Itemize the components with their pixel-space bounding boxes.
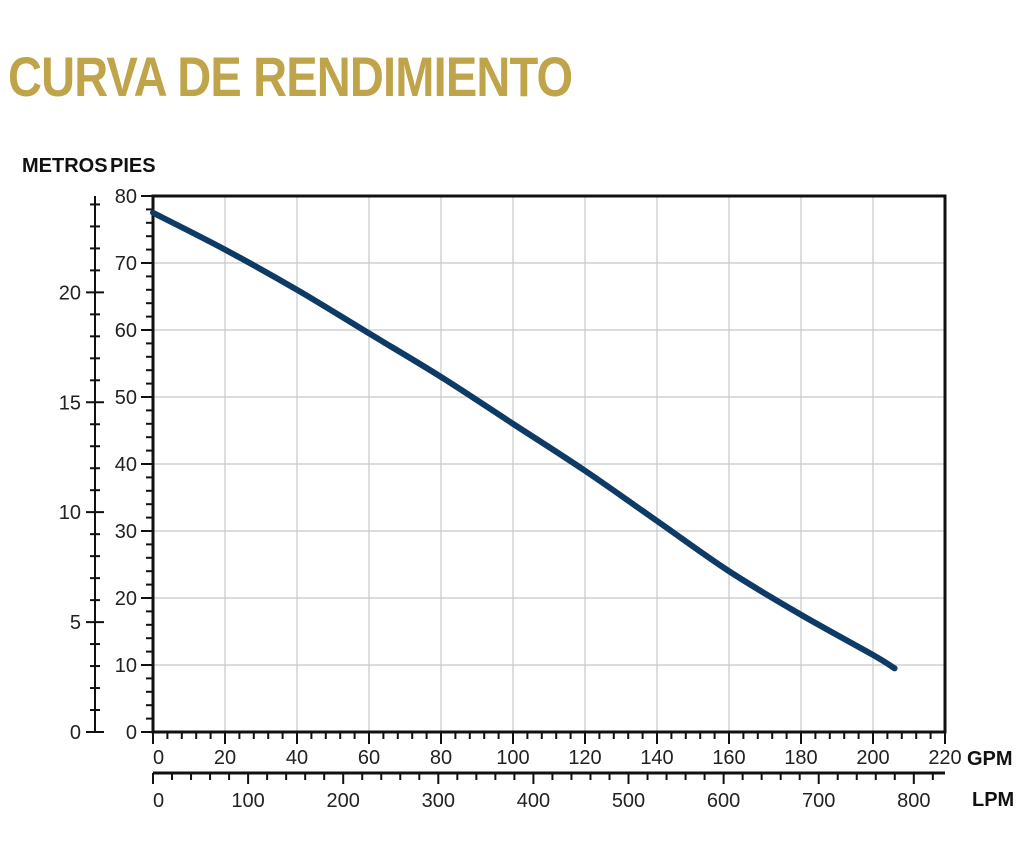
grid-lines — [153, 196, 945, 732]
gpm-axis-label: GPM — [967, 748, 1013, 770]
pies-axis: 0 10 20 30 40 50 60 70 80 — [115, 186, 153, 744]
series-layer — [150, 209, 898, 672]
metros-tick-label: 0 — [70, 722, 81, 744]
pies-tick-label: 60 — [115, 320, 137, 342]
gpm-tick-label: 200 — [856, 747, 889, 769]
pies-tick-label: 0 — [126, 722, 137, 744]
pies-tick-label: 20 — [115, 588, 137, 610]
lpm-tick-label: 100 — [231, 790, 264, 812]
gpm-tick-label: 140 — [640, 747, 673, 769]
lpm-tick-label: 600 — [707, 790, 740, 812]
pies-tick-label: 80 — [115, 186, 137, 208]
lpm-tick-label: 300 — [422, 790, 455, 812]
lpm-tick-label: 400 — [517, 790, 550, 812]
metros-tick-label: 15 — [59, 392, 81, 414]
metros-tick-label: 20 — [59, 282, 81, 304]
pies-tick-label: 50 — [115, 387, 137, 409]
metros-axis: 0 5 10 15 20 — [59, 196, 104, 744]
gpm-tick-label: 60 — [358, 747, 380, 769]
lpm-axis: 0 100 200 300 400 500 600 700 800 — [152, 771, 945, 812]
gpm-tick-label: 40 — [286, 747, 308, 769]
lpm-axis-label: LPM — [972, 789, 1014, 811]
chart-title: CURVA DE RENDIMIENTO — [8, 45, 573, 108]
lpm-tick-label: 0 — [153, 790, 164, 812]
pies-tick-label: 10 — [115, 655, 137, 677]
metros-axis-label: METROS — [22, 155, 108, 177]
gpm-axis: 0 20 40 60 80 100 120 140 160 180 200 220 — [152, 732, 962, 769]
gpm-tick-label: 20 — [214, 747, 236, 769]
pies-axis-label: PIES — [110, 155, 156, 177]
pies-tick-label: 40 — [115, 454, 137, 476]
lpm-tick-label: 500 — [612, 790, 645, 812]
gpm-tick-label: 80 — [430, 747, 452, 769]
gpm-tick-label: 160 — [712, 747, 745, 769]
performance-curve — [150, 209, 898, 672]
gpm-tick-label: 0 — [153, 747, 164, 769]
pies-tick-label: 30 — [115, 521, 137, 543]
metros-tick-label: 10 — [59, 502, 81, 524]
gpm-tick-label: 120 — [568, 747, 601, 769]
lpm-tick-label: 800 — [897, 790, 930, 812]
lpm-tick-label: 200 — [327, 790, 360, 812]
lpm-tick-label: 700 — [802, 790, 835, 812]
metros-tick-label: 5 — [70, 612, 81, 634]
gpm-tick-label: 180 — [784, 747, 817, 769]
pies-tick-label: 70 — [115, 253, 137, 275]
gpm-tick-label: 100 — [496, 747, 529, 769]
gpm-tick-label: 220 — [928, 747, 961, 769]
